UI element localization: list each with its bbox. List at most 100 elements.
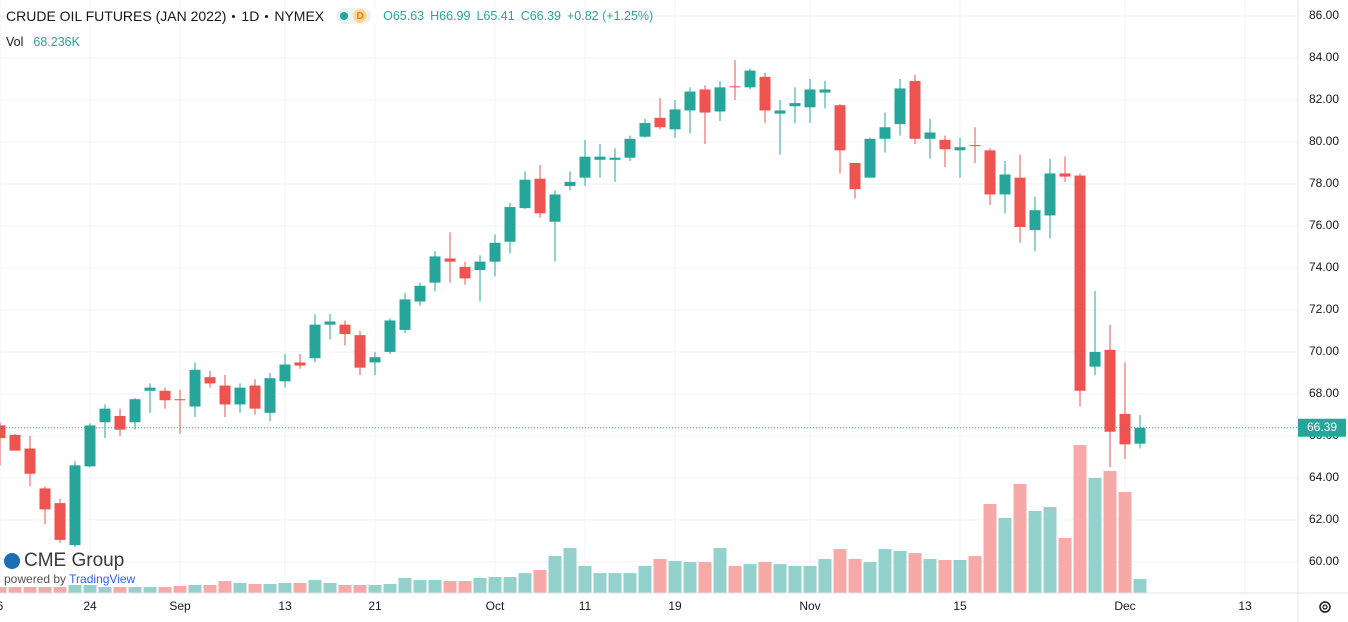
legend-header: CRUDE OIL FUTURES (JAN 2022) 1D NYMEX D … bbox=[6, 8, 654, 24]
volume-bar bbox=[713, 548, 727, 593]
candle-body bbox=[729, 86, 741, 88]
candle-body bbox=[444, 258, 456, 262]
candle-body bbox=[459, 266, 471, 279]
candle-body bbox=[969, 145, 981, 147]
data-badge: D bbox=[353, 9, 368, 23]
logo-globe bbox=[4, 553, 20, 569]
volume-bar bbox=[908, 552, 922, 593]
logo[interactable]: CME Group powered by TradingView bbox=[4, 550, 135, 586]
candle-body bbox=[744, 70, 756, 88]
volume-bar bbox=[653, 558, 667, 593]
volume-bar bbox=[1028, 510, 1042, 593]
volume-bar bbox=[518, 573, 532, 593]
volume-bar bbox=[188, 584, 202, 593]
y-tick-label: 76.00 bbox=[1309, 218, 1339, 232]
volume-bar bbox=[998, 517, 1012, 593]
candle-body bbox=[654, 117, 666, 128]
volume-bar bbox=[743, 564, 757, 593]
volume-bar bbox=[818, 558, 832, 593]
volume-bar bbox=[773, 564, 787, 593]
candle-body bbox=[939, 139, 951, 150]
volume-bar bbox=[878, 549, 892, 593]
grid bbox=[0, 0, 1298, 593]
candle-body bbox=[954, 147, 966, 151]
candle-body bbox=[294, 362, 306, 366]
brand: TradingView bbox=[69, 572, 136, 586]
volume-bar bbox=[158, 587, 172, 593]
x-tick-label: 13 bbox=[278, 599, 292, 613]
volume-bar bbox=[53, 587, 67, 593]
volume-bar bbox=[413, 580, 427, 593]
candle-body bbox=[1014, 177, 1026, 227]
candle-body bbox=[624, 138, 636, 158]
candle-body bbox=[984, 150, 996, 195]
volume-bar bbox=[113, 587, 127, 593]
candle-body bbox=[519, 179, 531, 209]
candle-body bbox=[264, 378, 276, 413]
candle-body bbox=[804, 89, 816, 108]
x-tick-label: 24 bbox=[83, 599, 97, 613]
volume-bar bbox=[533, 570, 547, 593]
volume-bar bbox=[323, 582, 337, 593]
logo-main: CME Group bbox=[4, 550, 135, 572]
volume-bar bbox=[1013, 484, 1027, 593]
x-tick-label: 19 bbox=[668, 599, 682, 613]
candle-body bbox=[774, 110, 786, 114]
candle-body bbox=[414, 285, 426, 302]
volume-bar bbox=[248, 583, 262, 593]
volume-bar bbox=[623, 573, 637, 593]
last-price-label: 66.39 bbox=[1307, 420, 1337, 434]
y-tick-label: 84.00 bbox=[1309, 50, 1339, 64]
x-tick-label: 21 bbox=[368, 599, 382, 613]
x-tick-label: Nov bbox=[799, 599, 820, 613]
candle-body bbox=[864, 138, 876, 178]
price-pane bbox=[0, 60, 1298, 548]
volume-bar bbox=[668, 560, 682, 593]
candle-body bbox=[564, 181, 576, 187]
volume-bar bbox=[608, 573, 622, 593]
powered-by: powered by bbox=[4, 572, 67, 586]
market-status-dot bbox=[340, 12, 349, 20]
candle-body bbox=[354, 335, 366, 368]
volume-bar bbox=[293, 582, 307, 593]
volume-bar bbox=[758, 562, 772, 593]
interval[interactable]: 1D bbox=[241, 8, 260, 24]
volume-bar bbox=[458, 581, 472, 593]
symbol-title[interactable]: CRUDE OIL FUTURES (JAN 2022) bbox=[6, 8, 227, 24]
ohlc-high: H66.99 bbox=[430, 9, 471, 23]
candle-body bbox=[1104, 349, 1116, 432]
candle-body bbox=[309, 324, 321, 359]
volume-bar bbox=[1058, 538, 1072, 593]
exchange: NYMEX bbox=[274, 8, 325, 24]
candle-body bbox=[189, 369, 201, 407]
volume-bar bbox=[1073, 445, 1087, 593]
candle-body bbox=[549, 194, 561, 222]
candle-body bbox=[9, 434, 21, 451]
candle-body bbox=[879, 127, 891, 139]
volume-bar bbox=[0, 587, 7, 593]
candle-body bbox=[1134, 427, 1146, 444]
volume-bar bbox=[8, 587, 22, 593]
candle-body bbox=[1119, 413, 1131, 445]
y-tick-label: 80.00 bbox=[1309, 134, 1339, 148]
volume-bar bbox=[833, 549, 847, 593]
volume-name: Vol bbox=[6, 35, 24, 49]
candle-body bbox=[699, 89, 711, 113]
candle-body bbox=[609, 157, 621, 160]
candle-body bbox=[204, 377, 216, 384]
candle-body bbox=[1029, 210, 1041, 231]
volume-bar bbox=[368, 584, 382, 593]
volume-bar bbox=[308, 580, 322, 593]
candle-body bbox=[429, 256, 441, 283]
settings-icon[interactable] bbox=[1319, 601, 1331, 613]
volume-bar bbox=[173, 586, 187, 593]
ohlc-low: L65.41 bbox=[476, 9, 515, 23]
volume-bar bbox=[863, 562, 877, 593]
volume-bar bbox=[338, 584, 352, 593]
candle-body bbox=[324, 321, 336, 325]
candle-body bbox=[669, 109, 681, 130]
candle-body bbox=[789, 103, 801, 107]
separator bbox=[265, 14, 269, 18]
